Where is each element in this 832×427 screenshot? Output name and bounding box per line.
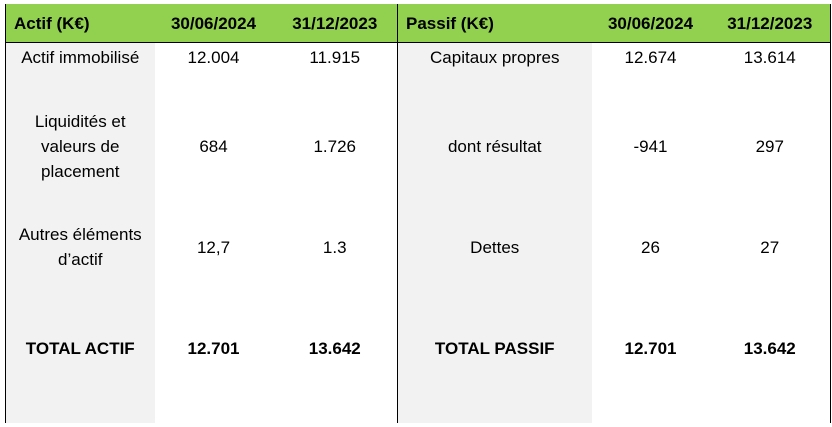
actif-date2-header: 31/12/2023	[272, 4, 398, 43]
balance-table: Actif (K€) 30/06/2024 31/12/2023 Passif …	[5, 4, 831, 423]
actif-value-cell: 1.3	[322, 237, 347, 257]
actif-value-cell: 684	[199, 136, 228, 156]
passif-label-cell: dont résultat	[397, 71, 592, 221]
passif-value-cell: 12.674	[624, 47, 677, 67]
actif-value-cell: 12.004	[187, 47, 240, 67]
actif-value-cell: 11.915	[309, 47, 361, 67]
passif-value-cell: 297	[709, 71, 831, 221]
passif-label-cell: Capitaux propres	[397, 42, 592, 71]
actif-label-cell: Actif immobilisé	[5, 42, 155, 71]
actif-label-cell: Autres éléments d’actif	[5, 221, 155, 273]
header-row: Actif (K€) 30/06/2024 31/12/2023 Passif …	[5, 4, 831, 43]
passif-value-cell: 13.614	[709, 42, 831, 71]
total-actif-value: 13.642	[308, 338, 361, 358]
passif-value-cell: -941	[633, 136, 668, 156]
total-row: TOTAL ACTIF 12.701 13.642 TOTAL PASSIF 1…	[5, 273, 831, 423]
passif-value-cell: 26	[641, 237, 660, 257]
actif-value-cell: 12,7	[196, 237, 231, 257]
passif-date2-header: 31/12/2023	[709, 4, 831, 43]
passif-label-cell: Dettes	[397, 221, 592, 273]
total-passif-value: 12.701	[624, 338, 677, 358]
actif-header: Actif (K€)	[5, 4, 155, 43]
table-row: Autres éléments d’actif 12,7 1.3 Dettes …	[5, 221, 831, 273]
total-passif-label: TOTAL PASSIF	[397, 273, 592, 423]
actif-value-cell: 1.726	[313, 136, 357, 156]
total-passif-value: 13.642	[709, 273, 831, 423]
actif-date1-header: 30/06/2024	[154, 4, 273, 43]
table-row: Liquidités et valeurs de placement 684 1…	[5, 71, 831, 221]
total-actif-value: 12.701	[187, 338, 240, 358]
passif-date1-header: 30/06/2024	[591, 4, 710, 43]
total-actif-label: TOTAL ACTIF	[5, 273, 155, 423]
passif-value-cell: 27	[709, 221, 831, 273]
table-row: Actif immobilisé 12.004 11.915 Capitaux …	[5, 42, 831, 71]
actif-label-cell: Liquidités et valeurs de placement	[5, 71, 155, 221]
passif-header: Passif (K€)	[397, 4, 592, 43]
